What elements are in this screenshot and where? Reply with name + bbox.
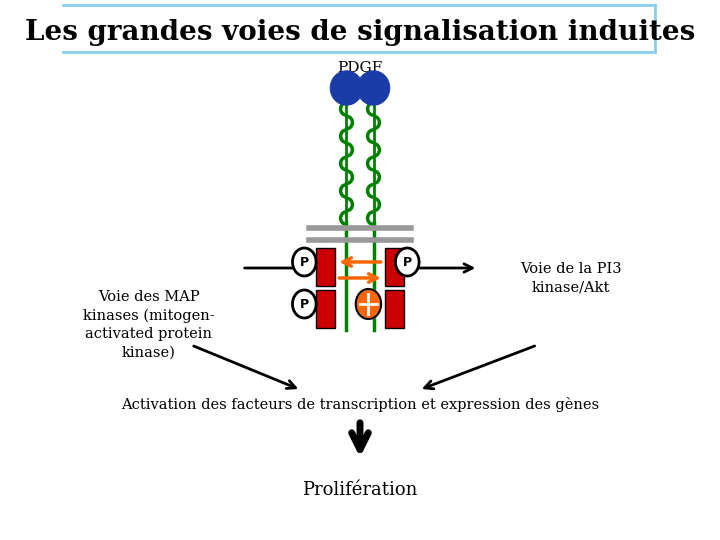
Text: PDGF: PDGF — [338, 61, 382, 75]
Circle shape — [292, 248, 316, 276]
Bar — [316, 248, 335, 286]
Bar — [385, 248, 404, 286]
Circle shape — [356, 289, 381, 319]
Ellipse shape — [330, 71, 363, 105]
Bar — [316, 290, 335, 328]
Text: P: P — [402, 255, 412, 268]
Text: Prolifération: Prolifération — [302, 481, 418, 499]
Circle shape — [292, 290, 316, 318]
Ellipse shape — [357, 71, 390, 105]
Bar — [385, 290, 404, 328]
Text: P: P — [300, 255, 309, 268]
Text: P: P — [300, 298, 309, 310]
Circle shape — [395, 248, 419, 276]
Text: Activation des facteurs de transcription et expression des gènes: Activation des facteurs de transcription… — [121, 397, 599, 413]
Text: Les grandes voies de signalisation induites: Les grandes voies de signalisation indui… — [25, 18, 695, 45]
Text: Voie de la PI3
kinase/Akt: Voie de la PI3 kinase/Akt — [521, 262, 622, 294]
Text: Voie des MAP
kinases (mitogen-
activated protein
kinase): Voie des MAP kinases (mitogen- activated… — [84, 290, 215, 360]
